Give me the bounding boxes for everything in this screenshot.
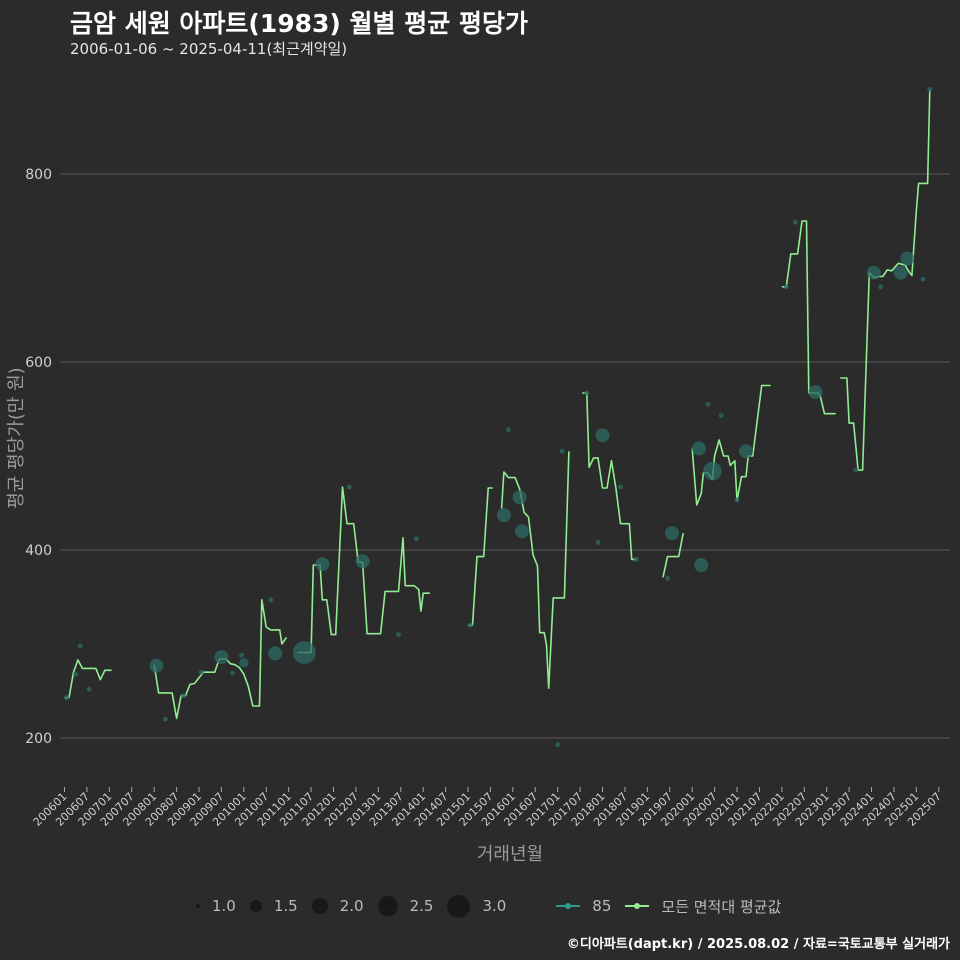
area-85-point — [705, 401, 711, 407]
series-line-icon — [556, 900, 581, 912]
area-85-point — [920, 276, 926, 282]
area-85-point — [162, 716, 168, 722]
y-tick-label: 400 — [25, 543, 52, 559]
area-85-point — [738, 444, 753, 459]
area-85-point — [180, 693, 186, 699]
average-price-line — [64, 89, 931, 720]
area-85-point — [703, 461, 722, 481]
chart-title: 금암 세원 아파트(1983) 월별 평균 평당가 — [70, 9, 528, 38]
area-85-point — [893, 265, 908, 280]
area-85-point — [346, 484, 352, 490]
area-85-point — [413, 536, 419, 542]
area-85-point — [64, 695, 70, 701]
average-line-segment — [662, 532, 684, 578]
area-85-point — [149, 658, 164, 673]
y-tick-label: 600 — [25, 355, 52, 371]
area-85-point — [595, 539, 601, 545]
legend-series-85: 85 — [556, 897, 611, 915]
area-85-point — [239, 652, 245, 658]
y-tick-label: 800 — [25, 167, 52, 183]
series-line-icon — [625, 900, 650, 912]
area-85-point — [198, 669, 204, 675]
source-credit: ©디아파트(dapt.kr) / 2025.08.02 / 자료=국토교통부 실… — [566, 937, 950, 952]
area-85-point — [214, 650, 229, 665]
area-85-point — [734, 497, 740, 503]
x-axis-ticks: 2006012006072007012007072008012008072009… — [31, 787, 944, 829]
area-85-point — [230, 670, 236, 676]
y-tick-label: 200 — [25, 731, 52, 747]
size-circle-icon — [311, 898, 328, 914]
size-circle-icon — [447, 894, 471, 918]
area-85-point — [496, 508, 511, 523]
area-85-point — [691, 441, 706, 456]
legend-size-label: 3.0 — [482, 897, 507, 915]
size-circle-icon — [249, 900, 262, 912]
area-85-point — [555, 742, 561, 748]
area-85-point — [718, 413, 724, 419]
area-85-point — [617, 484, 623, 490]
x-axis-label: 거래년월 — [477, 844, 543, 865]
average-line-segment — [840, 89, 931, 471]
legend-size-1: 1.0 — [196, 897, 236, 915]
grid-lines — [60, 173, 950, 739]
average-line-segment — [582, 392, 637, 561]
area-85-point — [853, 467, 859, 473]
legend-size-label: 2.0 — [339, 897, 364, 915]
legend-series-avg: 모든 면적대 평균값 — [625, 896, 781, 917]
area-85-point — [467, 622, 473, 628]
legend-size-5: 3.0 — [447, 894, 507, 918]
area-85-point — [792, 219, 798, 225]
chart-legend: 1.0 1.5 2.0 2.5 3.0 85 모든 면적대 평균값 — [196, 892, 795, 920]
area-85-point — [633, 556, 639, 562]
chart-subtitle: 2006-01-06 ~ 2025-04-11(최근계약일) — [70, 40, 348, 58]
legend-size-label: 2.5 — [409, 897, 434, 915]
area-85-point — [315, 557, 330, 572]
area-85-point — [559, 448, 565, 454]
area-85-point — [268, 646, 283, 661]
area-85-point — [878, 284, 884, 290]
legend-size-2: 1.5 — [249, 897, 298, 915]
area-85-point — [665, 526, 680, 541]
y-axis-label: 평균 평당가(만 원) — [6, 367, 27, 508]
area-85-point — [86, 686, 92, 692]
size-circle-icon — [196, 904, 200, 908]
average-line-segment — [500, 451, 570, 690]
area-85-points — [64, 86, 933, 748]
legend-series-label: 85 — [592, 897, 612, 915]
area-85-point — [595, 428, 610, 443]
area-85-point — [900, 251, 915, 266]
area-85-point — [396, 632, 402, 638]
area-85-point — [77, 643, 83, 649]
area-85-point — [512, 490, 527, 505]
area-85-point — [694, 558, 709, 573]
legend-size-3: 2.0 — [311, 897, 364, 915]
area-85-point — [239, 658, 249, 668]
average-line-segment — [64, 659, 112, 699]
average-line-segment — [297, 486, 430, 654]
legend-size-label: 1.5 — [273, 897, 298, 915]
area-85-point — [514, 524, 529, 539]
area-85-point — [292, 640, 316, 664]
area-85-point — [808, 385, 823, 400]
area-85-point — [665, 575, 671, 581]
area-85-point — [584, 390, 590, 396]
area-85-point — [783, 284, 789, 290]
area-85-point — [927, 86, 933, 92]
legend-size-4: 2.5 — [377, 896, 434, 916]
average-line-segment — [781, 220, 836, 415]
area-85-point — [355, 554, 370, 569]
legend-size-label: 1.0 — [212, 897, 236, 915]
area-85-point — [73, 671, 79, 677]
area-85-point — [505, 427, 511, 433]
area-85-point — [268, 597, 274, 603]
area-85-point — [866, 265, 881, 280]
y-axis-ticks: 200 400 600 800 — [25, 167, 52, 747]
average-line-segment — [468, 487, 493, 627]
legend-series-label: 모든 면적대 평균값 — [661, 897, 782, 916]
size-circle-icon — [377, 896, 398, 916]
